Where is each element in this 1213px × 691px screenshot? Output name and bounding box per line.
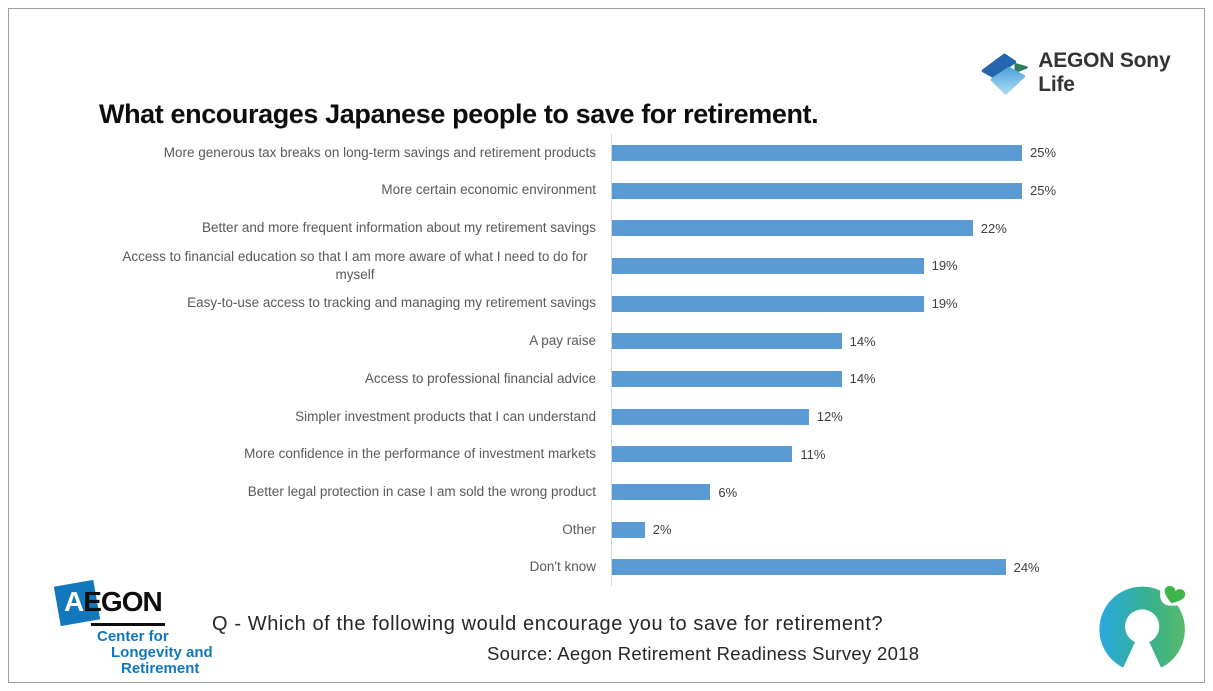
aegon-wordmark: AEGON bbox=[53, 579, 215, 627]
tagline-line-2: Longevity and bbox=[111, 644, 213, 661]
chart-row: More confidence in the performance of in… bbox=[99, 435, 1056, 474]
value-label: 14% bbox=[849, 333, 876, 349]
category-label: Access to professional financial advice bbox=[364, 370, 596, 386]
category-label: More confidence in the performance of in… bbox=[244, 446, 596, 462]
chart-row: Access to financial education so that I … bbox=[99, 247, 1056, 285]
bar bbox=[612, 521, 645, 538]
category-label: Access to financial education so that I … bbox=[122, 248, 588, 282]
category-label: Easy-to-use access to tracking and manag… bbox=[187, 295, 596, 311]
bar bbox=[612, 220, 973, 237]
category-label: Better legal protection in case I am sol… bbox=[247, 483, 596, 499]
chart-rows: More generous tax breaks on long-term sa… bbox=[99, 134, 1057, 587]
value-label: 12% bbox=[816, 409, 843, 425]
category-label: Simpler investment products that I can u… bbox=[295, 408, 596, 424]
bar bbox=[612, 182, 1022, 199]
value-label: 25% bbox=[1030, 145, 1057, 161]
chart-row: More generous tax breaks on long-term sa… bbox=[99, 134, 1056, 172]
chart-row: Better and more frequent information abo… bbox=[99, 209, 1056, 248]
bar-cell: 12% bbox=[611, 397, 843, 436]
bar-chart: More generous tax breaks on long-term sa… bbox=[99, 134, 1057, 587]
category-label: A pay raise bbox=[529, 333, 596, 349]
bar-cell: 22% bbox=[611, 209, 1007, 248]
aegon-center-logo: AEGON Center for Longevity and Retiremen… bbox=[53, 579, 215, 677]
aegon-wordmark-text: AEGON bbox=[64, 586, 163, 617]
bar bbox=[612, 144, 1022, 161]
aegon-sony-life-logo: AEGON Sony Life bbox=[979, 45, 1204, 101]
value-label: 19% bbox=[931, 296, 958, 312]
bar-cell: 19% bbox=[611, 247, 958, 285]
aegon-sony-life-logo-text: AEGON Sony Life bbox=[1038, 49, 1171, 96]
value-label: 25% bbox=[1030, 183, 1057, 199]
bar-cell: 25% bbox=[611, 171, 1057, 210]
value-label: 22% bbox=[980, 220, 1007, 236]
category-label: More certain economic environment bbox=[381, 182, 596, 198]
value-label: 6% bbox=[718, 484, 738, 500]
person-circle-heart-logo-icon bbox=[1099, 579, 1195, 674]
survey-question: Q - Which of the following would encoura… bbox=[212, 613, 884, 635]
tagline-line-1: Center for bbox=[97, 628, 169, 645]
bar-cell: 11% bbox=[611, 435, 826, 474]
source-citation: Source: Aegon Retirement Readiness Surve… bbox=[487, 643, 920, 664]
chart-row: More certain economic environment 25% bbox=[99, 171, 1057, 210]
chart-row: Easy-to-use access to tracking and manag… bbox=[99, 284, 1056, 323]
chart-row: A pay raise 14% bbox=[99, 322, 1056, 361]
value-label: 11% bbox=[800, 446, 826, 462]
bar bbox=[612, 333, 842, 350]
bar-cell: 19% bbox=[611, 284, 958, 323]
chart-row: Other 2% bbox=[99, 510, 1056, 549]
bar-cell: 2% bbox=[611, 510, 672, 549]
bar-cell: 25% bbox=[611, 134, 1056, 172]
chart-title: What encourages Japanese people to save … bbox=[99, 99, 819, 129]
aegon-underline bbox=[91, 623, 165, 626]
value-label: 2% bbox=[652, 522, 672, 538]
aegon-center-tagline: Center for Longevity and Retirement bbox=[55, 629, 215, 677]
chart-row: Don't know 24% bbox=[99, 548, 1056, 587]
value-label: 14% bbox=[849, 371, 876, 387]
chart-row: Simpler investment products that I can u… bbox=[99, 397, 1056, 436]
bar-cell: 24% bbox=[611, 548, 1040, 587]
bar-cell: 14% bbox=[611, 322, 876, 361]
value-label: 24% bbox=[1013, 559, 1040, 575]
category-label: Better and more frequent information abo… bbox=[202, 220, 596, 236]
chart-row: Better legal protection in case I am sol… bbox=[99, 473, 1056, 511]
bar bbox=[612, 484, 711, 501]
bar bbox=[612, 370, 842, 387]
slide-frame: AEGON Sony Life What encourages Japanese… bbox=[8, 8, 1205, 683]
bar bbox=[612, 295, 924, 312]
chart-row: Access to professional financial advice … bbox=[99, 360, 1056, 398]
tagline-line-3: Retirement bbox=[121, 660, 200, 677]
bar-cell: 6% bbox=[611, 473, 737, 511]
category-label: Don't know bbox=[529, 559, 596, 575]
bar bbox=[612, 408, 809, 425]
aegon-diamond-icon bbox=[981, 53, 1028, 95]
bar bbox=[612, 446, 793, 463]
category-label: Other bbox=[562, 521, 596, 537]
value-label: 19% bbox=[931, 258, 958, 274]
bar bbox=[612, 257, 924, 274]
bar-cell: 14% bbox=[611, 360, 876, 398]
bar bbox=[612, 559, 1006, 576]
category-label: More generous tax breaks on long-term sa… bbox=[163, 144, 596, 160]
